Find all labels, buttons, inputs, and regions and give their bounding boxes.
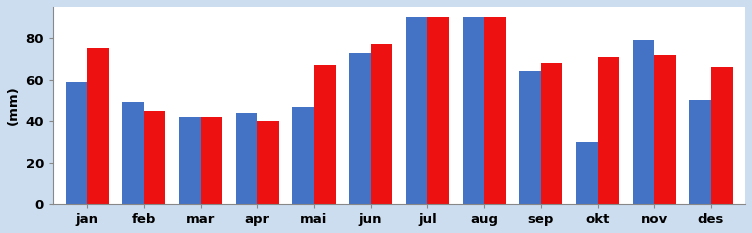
Bar [201,117,222,204]
Bar [406,17,427,204]
Bar [520,71,541,204]
Bar [235,113,257,204]
Bar [87,48,108,204]
Bar [462,17,484,204]
Bar [484,17,505,204]
Bar [65,82,87,204]
Bar [576,142,598,204]
Bar [711,67,732,204]
Bar [598,57,619,204]
Bar [371,44,393,204]
Bar [123,102,144,204]
Bar [314,65,335,204]
Bar [144,111,165,204]
Y-axis label: (mm): (mm) [7,86,20,125]
Bar [293,106,314,204]
Bar [654,55,676,204]
Bar [632,40,654,204]
Bar [427,17,449,204]
Bar [690,100,711,204]
Bar [541,63,562,204]
Bar [257,121,279,204]
Bar [349,53,371,204]
Bar [179,117,201,204]
